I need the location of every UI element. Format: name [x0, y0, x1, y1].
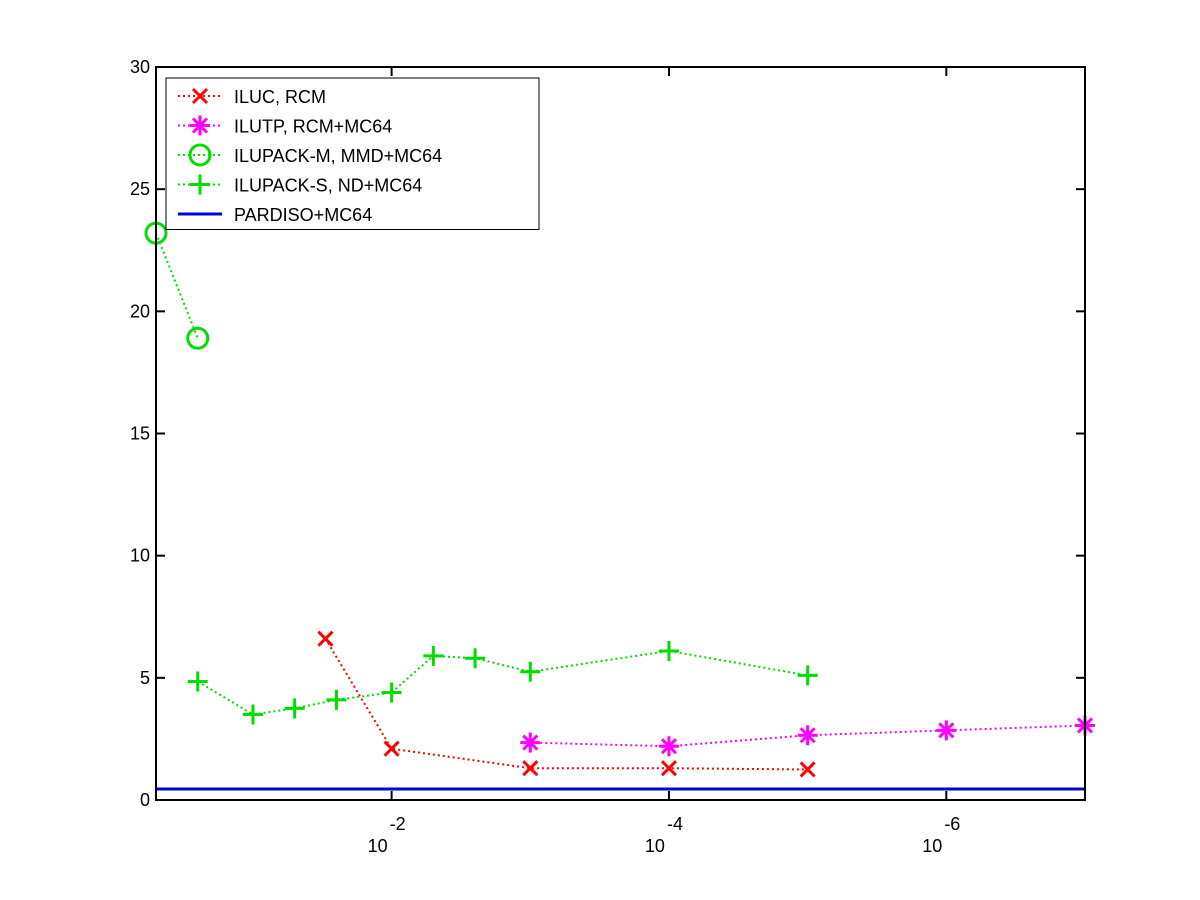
- legend-entry: ILUPACK-M, MMD+MC64: [178, 143, 442, 167]
- x-tick-label: 10-2: [368, 814, 406, 856]
- x-tick-base: 10: [922, 836, 942, 856]
- series-2: [520, 715, 1095, 757]
- data-point: [936, 720, 957, 741]
- data-point: [660, 760, 678, 777]
- legend-marker: [191, 87, 209, 105]
- legend-entry: PARDISO+MC64: [178, 205, 372, 225]
- legend-marker: [190, 115, 210, 136]
- data-point: [799, 761, 816, 778]
- plot-series: [144, 221, 1095, 791]
- series-4: [187, 640, 818, 725]
- data-point: [187, 671, 208, 692]
- y-tick-label: 20: [130, 301, 150, 321]
- data-point: [242, 704, 263, 725]
- data-point: [658, 640, 679, 661]
- data-point: [186, 326, 210, 350]
- data-point: [317, 630, 334, 647]
- series-line: [197, 649, 808, 716]
- legend-entry: ILUC, RCM: [178, 87, 326, 107]
- x-tick-base: 10: [368, 836, 388, 856]
- legend-entry: ILUPACK-S, ND+MC64: [178, 174, 422, 196]
- y-tick-label: 5: [140, 668, 150, 688]
- x-tick-label: 10-4: [645, 814, 683, 856]
- data-point: [522, 760, 539, 777]
- y-tick-labels: 0 5 10 15 20 25 30: [130, 57, 150, 810]
- x-tick-exponent: -6: [944, 814, 960, 834]
- data-point: [797, 665, 818, 686]
- legend-label: PARDISO+MC64: [234, 205, 372, 225]
- legend-label: ILUPACK-S, ND+MC64: [234, 176, 422, 196]
- x-tick-exponent: -2: [390, 814, 406, 834]
- legend-entry: ILUTP, RCM+MC64: [178, 115, 392, 137]
- data-point: [520, 661, 541, 682]
- legend-label: ILUTP, RCM+MC64: [234, 117, 392, 137]
- x-tick-base: 10: [645, 836, 665, 856]
- y-tick-label: 0: [140, 790, 150, 810]
- data-point: [658, 736, 679, 757]
- legend: ILUC, RCM ILUTP, RCM+MC64 ILUPACK-M, MMD+M…: [165, 77, 540, 230]
- x-tick-labels: 10-210-410-6: [368, 814, 961, 856]
- data-point: [381, 682, 402, 703]
- data-point: [797, 725, 818, 746]
- data-point: [383, 740, 400, 757]
- data-point: [520, 732, 541, 753]
- data-point: [326, 689, 347, 710]
- series-line: [155, 232, 199, 339]
- legend-box: [165, 77, 540, 230]
- data-point: [465, 648, 486, 669]
- series-1: [317, 630, 816, 778]
- data-point: [284, 698, 305, 719]
- legend-label: ILUPACK-M, MMD+MC64: [234, 146, 442, 166]
- legend-label: ILUC, RCM: [234, 87, 326, 107]
- y-tick-label: 10: [130, 546, 150, 566]
- series-line: [324, 638, 808, 771]
- x-tick-label: 10-6: [922, 814, 960, 856]
- legend-marker: [188, 143, 212, 167]
- x-tick-exponent: -4: [667, 814, 683, 834]
- data-point: [423, 645, 444, 666]
- axes-box: [155, 66, 1086, 801]
- legend-marker: [190, 174, 210, 195]
- y-tick-label: 30: [130, 57, 150, 77]
- y-tick-label: 25: [130, 179, 150, 199]
- y-tick-label: 15: [130, 424, 150, 444]
